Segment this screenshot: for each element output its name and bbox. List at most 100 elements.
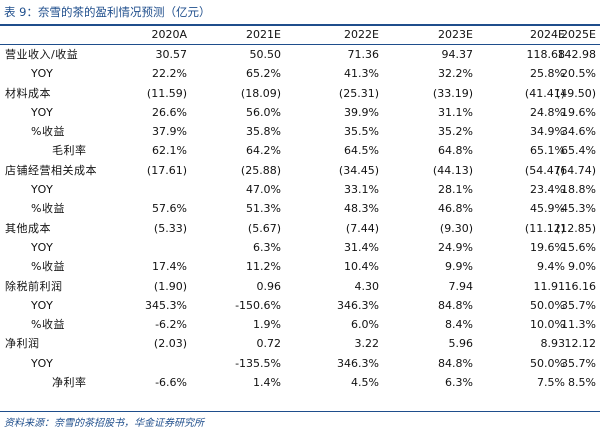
table-cell: (64.74) bbox=[555, 163, 596, 177]
table-row: %收益 17.4% 11.2% 10.4% 9.9% 9.4% 9.0% bbox=[0, 257, 600, 276]
table-cell: 31.4% bbox=[344, 240, 379, 254]
table-header: 2020A 2021E 2022E 2023E 2024E 2025E bbox=[0, 26, 600, 44]
table-cell: 6.0% bbox=[351, 318, 379, 332]
table-cell: 7.5% bbox=[537, 376, 565, 390]
table-cell: (33.19) bbox=[432, 86, 473, 100]
table-cell: 1.9% bbox=[253, 318, 281, 332]
table-cell: 118.68 bbox=[526, 48, 566, 61]
table-cell: 8.93 bbox=[540, 337, 566, 351]
row-label: %收益 bbox=[31, 318, 65, 332]
table-cell: 71.36 bbox=[347, 48, 380, 61]
row-label: YOY bbox=[31, 240, 54, 254]
table-row: %收益 -6.2% 1.9% 6.0% 8.4% 10.0% 11.3% bbox=[0, 315, 600, 334]
table-row: 店铺经营相关成本 (17.61) (25.88) (34.45) (44.13) (54.… bbox=[0, 161, 600, 180]
table-cell: 64.5% bbox=[344, 144, 379, 158]
table-cell: 37.9% bbox=[152, 125, 187, 139]
table-cell: (54.47) bbox=[524, 163, 565, 177]
table-cell: 64.2% bbox=[246, 144, 281, 158]
column-header: 2020A bbox=[151, 28, 187, 41]
table-cell: (11.12) bbox=[524, 221, 565, 235]
table-cell: 9.9% bbox=[445, 260, 473, 274]
table-cell: 65.2% bbox=[246, 67, 281, 81]
table-cell: 34.9% bbox=[530, 125, 565, 139]
table-cell: 22.2% bbox=[152, 67, 187, 81]
source-note: 资料来源：奈雪的茶招股书，华金证券研究所 bbox=[4, 418, 204, 429]
table-cell: (25.31) bbox=[338, 86, 379, 100]
table-cell: (44.13) bbox=[432, 163, 473, 177]
table-cell: 57.6% bbox=[152, 202, 187, 216]
table-cell: 64.8% bbox=[438, 144, 473, 158]
column-header: 2022E bbox=[344, 28, 379, 41]
table-row: 毛利率 62.1% 64.2% 64.5% 64.8% 65.1% 65.4% bbox=[0, 141, 600, 160]
table-cell: (41.41) bbox=[524, 86, 565, 100]
table-cell: (5.33) bbox=[153, 221, 187, 235]
table-cell: 11.3% bbox=[561, 318, 596, 332]
table-cell: 26.6% bbox=[152, 105, 187, 119]
table-cell: -6.6% bbox=[155, 376, 187, 390]
table-row: 其他成本 (5.33) (5.67) (7.44) (9.30) (11.12) (12.8… bbox=[0, 219, 600, 238]
table-cell: 5.96 bbox=[448, 337, 474, 351]
row-label: 净利率 bbox=[52, 376, 87, 390]
table-cell: 7.94 bbox=[448, 279, 474, 293]
table-row: 材料成本 (11.59) (18.09) (25.31) (33.19) (41.41)(… bbox=[0, 84, 600, 103]
table-cell: 17.4% bbox=[152, 260, 187, 274]
row-label: 其他成本 bbox=[5, 221, 51, 235]
table-cell: 0.72 bbox=[256, 337, 282, 351]
table-cell: 84.8% bbox=[438, 298, 473, 312]
table-cell: 142.98 bbox=[557, 48, 597, 61]
table-cell: 94.37 bbox=[441, 48, 474, 61]
row-label: %收益 bbox=[31, 125, 65, 139]
table-cell: (11.59) bbox=[146, 86, 187, 100]
table-cell: 15.6% bbox=[561, 240, 596, 254]
table-cell: 32.2% bbox=[438, 67, 473, 81]
column-header: 2025E bbox=[561, 28, 596, 41]
table-cell: (17.61) bbox=[146, 163, 187, 177]
table-row: YOY 345.3% -150.6% 346.3% 84.8% 50.0% 35.7% bbox=[0, 296, 600, 315]
table-cell: 56.0% bbox=[246, 105, 281, 119]
table-cell: (5.67) bbox=[247, 221, 281, 235]
table-cell: (7.44) bbox=[345, 221, 379, 235]
row-label: 除税前利润 bbox=[5, 279, 63, 293]
table-cell: 50.50 bbox=[249, 48, 282, 61]
table-cell: 0.96 bbox=[256, 279, 282, 293]
table-cell: 47.0% bbox=[246, 183, 281, 197]
table-cell: 35.5% bbox=[344, 125, 379, 139]
table-cell: 46.8% bbox=[438, 202, 473, 216]
table-cell: 20.5% bbox=[561, 67, 596, 81]
table-cell: 31.1% bbox=[438, 105, 473, 119]
header-divider bbox=[0, 44, 600, 45]
table-row: 除税前利润 (1.90) 0.96 4.30 7.94 11.91 16.16 bbox=[0, 277, 600, 296]
row-label: YOY bbox=[31, 183, 54, 197]
table-cell: 65.4% bbox=[561, 144, 596, 158]
table-cell: 35.7% bbox=[561, 356, 596, 370]
table-cell: 346.3% bbox=[337, 298, 379, 312]
row-label: YOY bbox=[31, 105, 54, 119]
row-label: 净利润 bbox=[5, 337, 40, 351]
table-cell: 23.4% bbox=[530, 183, 565, 197]
table-cell: 19.6% bbox=[530, 240, 565, 254]
table-cell: 8.5% bbox=[568, 376, 596, 390]
table-cell: 65.1% bbox=[530, 144, 565, 158]
table-cell: 19.6% bbox=[561, 105, 596, 119]
row-label: %收益 bbox=[31, 202, 65, 216]
table-cell: 50.0% bbox=[530, 356, 565, 370]
table-cell: 18.8% bbox=[561, 183, 596, 197]
row-label: 店铺经营相关成本 bbox=[5, 163, 97, 177]
table-cell: 45.9% bbox=[530, 202, 565, 216]
table-title: 表 9：奈雪的茶的盈利情况预测（亿元） bbox=[4, 5, 211, 19]
table-cell: 346.3% bbox=[337, 356, 379, 370]
row-label: YOY bbox=[31, 67, 54, 81]
table-cell: 33.1% bbox=[344, 183, 379, 197]
column-header: 2023E bbox=[438, 28, 473, 41]
bottom-divider bbox=[0, 411, 600, 412]
table-cell: 24.9% bbox=[438, 240, 473, 254]
table-cell: 35.8% bbox=[246, 125, 281, 139]
table-cell: 30.57 bbox=[155, 48, 188, 61]
table-row: 营业收入/收益 30.57 50.50 71.36 94.37 118.68 142.98 bbox=[0, 45, 600, 64]
table-cell: 345.3% bbox=[145, 298, 187, 312]
table-cell: 50.0% bbox=[530, 298, 565, 312]
title-divider bbox=[0, 24, 600, 26]
table-cell: 48.3% bbox=[344, 202, 379, 216]
row-label: YOY bbox=[31, 298, 54, 312]
table-cell: 35.7% bbox=[561, 298, 596, 312]
